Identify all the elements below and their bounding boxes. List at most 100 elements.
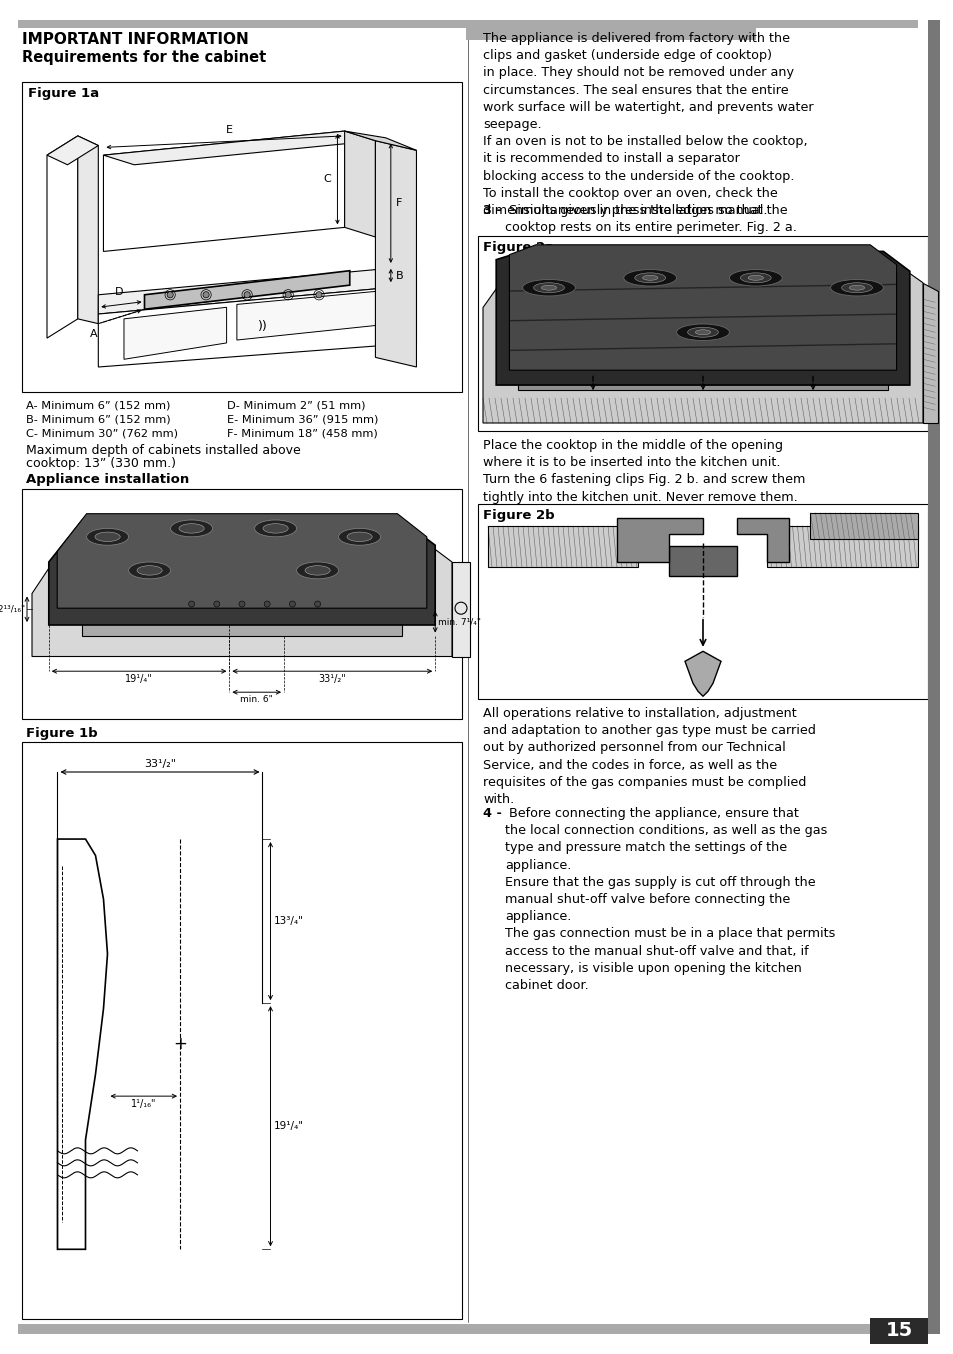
Circle shape (285, 291, 291, 298)
Bar (465, 28, 755, 41)
Polygon shape (103, 131, 344, 252)
Ellipse shape (641, 275, 658, 280)
Polygon shape (124, 307, 227, 359)
Text: 4 -: 4 - (482, 807, 501, 821)
Text: 19¹/₄": 19¹/₄" (125, 674, 152, 684)
Ellipse shape (634, 274, 665, 283)
Text: C: C (323, 175, 331, 184)
Text: min. 6": min. 6" (240, 695, 273, 704)
Ellipse shape (533, 283, 564, 292)
Bar (18, 20, 917, 28)
Text: cooktop: 13” (330 mm.): cooktop: 13” (330 mm.) (26, 458, 175, 470)
Polygon shape (144, 271, 350, 309)
Text: A: A (90, 329, 97, 338)
Ellipse shape (747, 275, 762, 280)
Text: Maximum depth of cabinets installed above: Maximum depth of cabinets installed abov… (26, 444, 300, 458)
Circle shape (314, 601, 320, 607)
Text: Simultaneously press the edges so that the
cooktop rests on its entire perimeter: Simultaneously press the edges so that t… (504, 204, 796, 234)
Ellipse shape (129, 562, 171, 578)
Ellipse shape (347, 532, 372, 542)
Ellipse shape (740, 274, 770, 283)
Polygon shape (57, 839, 108, 1250)
Polygon shape (517, 267, 887, 390)
Polygon shape (452, 562, 470, 657)
Ellipse shape (305, 566, 330, 575)
Polygon shape (57, 513, 426, 608)
Bar (477, 504, 927, 699)
Circle shape (167, 291, 173, 298)
Text: Appliance installation: Appliance installation (26, 473, 189, 486)
Circle shape (289, 601, 295, 607)
Polygon shape (496, 252, 909, 385)
Polygon shape (767, 525, 917, 567)
Text: Before connecting the appliance, ensure that
the local connection conditions, as: Before connecting the appliance, ensure … (504, 807, 835, 992)
Text: Figure 1b: Figure 1b (26, 727, 97, 741)
Circle shape (213, 601, 219, 607)
Text: A- Minimum 6” (152 mm): A- Minimum 6” (152 mm) (26, 399, 171, 410)
Polygon shape (98, 265, 416, 314)
Text: C- Minimum 30” (762 mm): C- Minimum 30” (762 mm) (26, 428, 178, 437)
Polygon shape (737, 517, 788, 562)
Polygon shape (47, 135, 98, 165)
Text: B: B (395, 271, 403, 280)
Text: +: + (172, 1036, 187, 1053)
Text: 33¹/₂": 33¹/₂" (144, 760, 175, 769)
Text: 1¹/₁₆": 1¹/₁₆" (131, 1099, 156, 1109)
Text: 13³/₄": 13³/₄" (274, 917, 303, 926)
Ellipse shape (87, 528, 129, 546)
Polygon shape (375, 141, 416, 367)
Polygon shape (98, 286, 416, 367)
Circle shape (239, 601, 245, 607)
Polygon shape (509, 245, 896, 370)
Ellipse shape (729, 269, 781, 286)
Text: 19¹/₄": 19¹/₄" (274, 1121, 303, 1131)
Bar (477, 236, 927, 431)
Bar (869, 1317, 927, 1345)
Ellipse shape (695, 330, 710, 334)
Ellipse shape (296, 562, 338, 578)
Polygon shape (668, 546, 737, 575)
Ellipse shape (540, 286, 557, 290)
Polygon shape (236, 288, 411, 340)
Circle shape (244, 291, 250, 298)
Text: )): )) (257, 320, 267, 333)
Ellipse shape (522, 279, 575, 297)
Polygon shape (32, 531, 452, 657)
Text: IMPORTANT INFORMATION: IMPORTANT INFORMATION (22, 32, 249, 47)
Polygon shape (344, 131, 416, 150)
Polygon shape (482, 259, 923, 422)
Polygon shape (103, 131, 375, 165)
Text: All operations relative to installation, adjustment
and adaptation to another ga: All operations relative to installation,… (482, 707, 815, 806)
Polygon shape (684, 651, 720, 696)
Text: 33¹/₂": 33¹/₂" (318, 674, 346, 684)
Text: 15: 15 (884, 1322, 912, 1340)
Text: D: D (115, 287, 124, 298)
Bar (927, 20, 939, 1334)
Ellipse shape (263, 524, 288, 533)
Bar (22, 489, 461, 719)
Text: The appliance is delivered from factory with the
clips and gasket (underside edg: The appliance is delivered from factory … (482, 32, 813, 217)
Polygon shape (923, 283, 937, 422)
Circle shape (315, 291, 322, 298)
Text: F- Minimum 18” (458 mm): F- Minimum 18” (458 mm) (227, 428, 377, 437)
Ellipse shape (137, 566, 162, 575)
Ellipse shape (830, 279, 882, 297)
Polygon shape (617, 517, 702, 562)
Ellipse shape (623, 269, 676, 286)
Ellipse shape (841, 283, 871, 292)
Text: E: E (225, 125, 233, 134)
Circle shape (189, 601, 194, 607)
Bar (22, 83, 461, 393)
Ellipse shape (338, 528, 380, 546)
Ellipse shape (179, 524, 204, 533)
Ellipse shape (95, 532, 120, 542)
Text: Requirements for the cabinet: Requirements for the cabinet (22, 50, 266, 65)
Circle shape (203, 291, 209, 298)
Text: Figure 1a: Figure 1a (28, 87, 99, 100)
Ellipse shape (687, 328, 718, 337)
Ellipse shape (848, 286, 863, 290)
Polygon shape (47, 135, 78, 338)
Bar (22, 742, 461, 1319)
Text: Figure 2b: Figure 2b (482, 509, 554, 523)
Text: Place the cooktop in the middle of the opening
where it is to be inserted into t: Place the cooktop in the middle of the o… (482, 439, 804, 504)
